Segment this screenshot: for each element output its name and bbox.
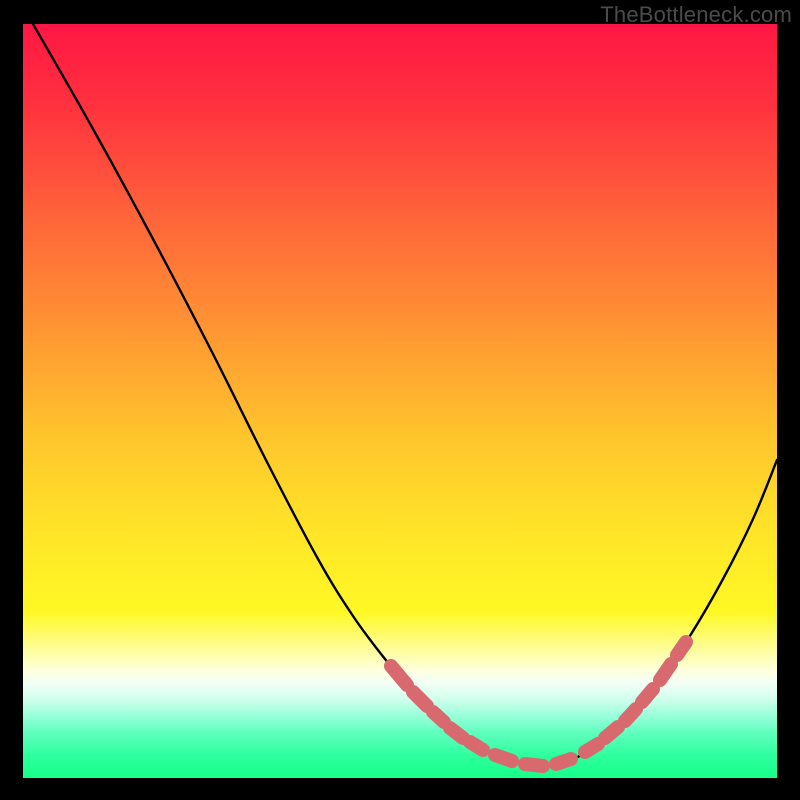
dash-segment — [433, 712, 444, 722]
dash-segment — [470, 742, 483, 750]
dash-segment — [495, 755, 512, 761]
plot-area — [23, 24, 777, 778]
dash-segment — [391, 666, 407, 685]
dash-segment — [556, 759, 571, 764]
dash-segment — [585, 744, 598, 752]
chart-frame: TheBottleneck.com — [0, 0, 800, 800]
dash-segment — [605, 727, 618, 738]
watermark-label: TheBottleneck.com — [600, 2, 792, 28]
dash-segment — [625, 709, 636, 721]
dash-segment — [450, 728, 463, 738]
dash-segment — [642, 689, 653, 702]
dash-segment — [677, 642, 686, 655]
bottleneck-curve — [23, 24, 777, 778]
dash-segment — [660, 664, 671, 680]
dash-segment — [413, 692, 427, 706]
dash-segment — [525, 764, 543, 766]
bottleneck-curve-path — [33, 24, 777, 766]
curve-dash-overlay — [391, 642, 686, 766]
